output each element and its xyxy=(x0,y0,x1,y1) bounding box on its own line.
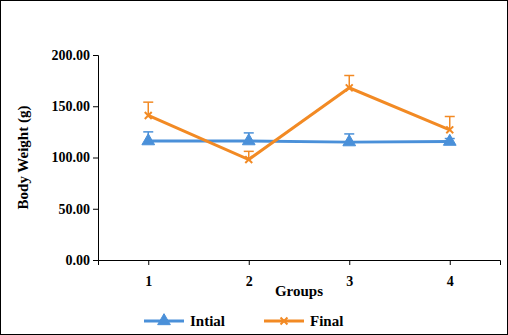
legend-item: Intial xyxy=(144,313,225,329)
error-bar-cap xyxy=(445,116,455,118)
y-tick: 200.00 xyxy=(52,48,99,63)
legend-marker xyxy=(281,318,288,325)
series-marker xyxy=(245,156,252,163)
y-tick-mark xyxy=(93,209,98,210)
series-marker xyxy=(343,135,356,146)
y-tick: 150.00 xyxy=(52,99,99,114)
error-bar xyxy=(143,102,153,115)
x-tick-mark xyxy=(349,260,350,265)
series-marker xyxy=(242,134,255,145)
error-bar-cap xyxy=(143,131,153,133)
y-tick-mark xyxy=(93,55,98,56)
error-bar-cap xyxy=(344,75,354,77)
legend-marker xyxy=(158,314,171,325)
series-line xyxy=(148,141,450,142)
y-tick: 100.00 xyxy=(52,150,99,165)
x-tick: 2 xyxy=(246,260,253,289)
y-axis: 0.00 50.00 100.00 150.00 200.00 xyxy=(52,48,99,268)
chart: 0.00 50.00 100.00 150.00 200.00 1 2 3 4 Groups Bod… xyxy=(0,0,508,335)
series-marker xyxy=(145,112,152,119)
legend-item: Final xyxy=(264,313,343,329)
error-bar-cap xyxy=(143,101,153,103)
error-bar-stem xyxy=(449,117,451,130)
x-tick: 4 xyxy=(447,260,454,289)
series-marker xyxy=(346,84,353,91)
chart-frame xyxy=(1,1,508,335)
y-axis-title: Body Weight (g) xyxy=(15,106,32,210)
series-marker xyxy=(142,134,155,145)
y-axis-line xyxy=(93,56,99,261)
y-tick-mark xyxy=(93,106,98,107)
x-tick-label: 4 xyxy=(447,274,454,289)
error-bar xyxy=(344,76,354,88)
series-line xyxy=(148,88,450,160)
x-tick-mark xyxy=(249,260,250,265)
y-tick-label: 0.00 xyxy=(66,253,91,268)
x-tick-label: 2 xyxy=(246,274,253,289)
y-tick-label: 50.00 xyxy=(59,202,91,217)
x-tick-mark xyxy=(148,260,149,265)
error-bar-cap xyxy=(244,151,254,153)
x-tick: 3 xyxy=(346,260,353,289)
series xyxy=(143,76,455,164)
y-tick-label: 100.00 xyxy=(52,150,91,165)
y-tick: 50.00 xyxy=(59,202,99,217)
series-marker xyxy=(446,126,453,133)
y-tick: 0.00 xyxy=(66,253,99,268)
plot: 0.00 50.00 100.00 150.00 200.00 1 2 3 4 Groups Bod… xyxy=(15,48,501,299)
x-tick-mark xyxy=(450,260,451,265)
y-tick-label: 150.00 xyxy=(52,99,91,114)
error-bar-stem xyxy=(148,102,150,115)
x-tick-label: 1 xyxy=(145,274,152,289)
x-tick-label: 3 xyxy=(346,274,353,289)
data-layer xyxy=(142,76,456,164)
series-marker xyxy=(443,134,456,145)
y-tick-mark xyxy=(93,158,98,159)
x-tick: 1 xyxy=(145,260,152,289)
x-axis-line xyxy=(99,261,501,266)
x-axis-title: Groups xyxy=(275,283,323,299)
legend-label: Intial xyxy=(190,313,225,329)
legend: Intial Final xyxy=(144,313,343,329)
legend-label: Final xyxy=(310,313,343,329)
y-tick-label: 200.00 xyxy=(52,48,91,63)
y-tick-mark xyxy=(93,260,98,261)
